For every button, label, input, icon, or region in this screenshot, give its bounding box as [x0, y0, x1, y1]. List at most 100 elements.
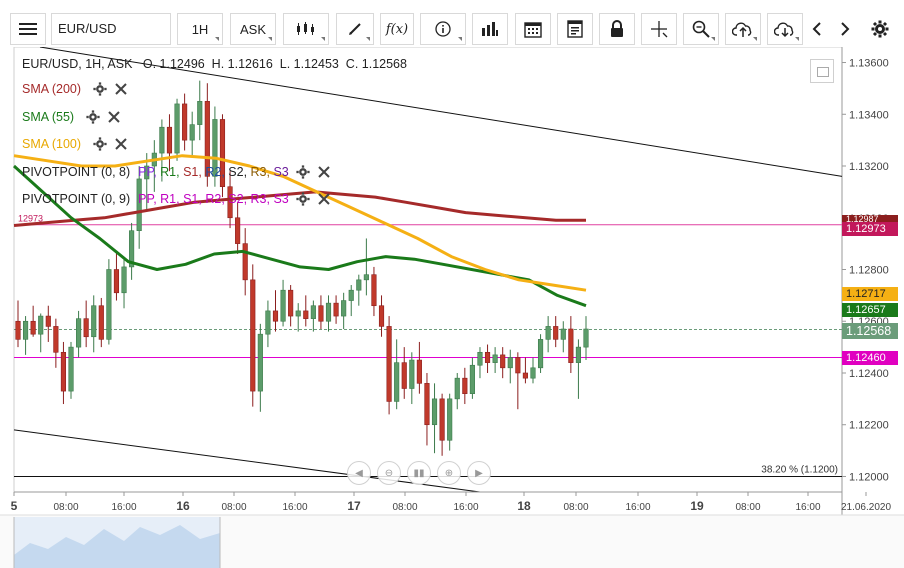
gear-icon[interactable] [296, 192, 310, 206]
pivot1-items: PP, R1, S1, R2, S2, R3, S3 [138, 165, 289, 179]
x-axis-tick-label: 16 [176, 499, 190, 513]
crosshair-icon [651, 21, 668, 38]
scroll-right-button[interactable]: ▶ [467, 461, 491, 485]
candle-body [129, 230, 135, 268]
candle [545, 316, 551, 353]
close-icon[interactable] [317, 192, 331, 206]
close-icon[interactable] [114, 82, 128, 96]
candle-body [416, 359, 422, 384]
timeframe-select[interactable]: 1H [177, 13, 223, 45]
close-icon[interactable] [114, 137, 128, 151]
x-axis-tick-label: 16:00 [111, 502, 136, 513]
reset-view-button[interactable]: ▮▮ [407, 461, 431, 485]
gear-icon[interactable] [93, 82, 107, 96]
candle-body [409, 359, 415, 389]
candle [68, 341, 74, 399]
x-axis-tick-label: 08:00 [221, 502, 246, 513]
candle [416, 341, 422, 394]
menu-button[interactable] [10, 13, 46, 45]
x-axis-tick-label: 21.06.2020 [841, 502, 891, 513]
candle-body [507, 357, 513, 369]
candle-body [272, 310, 279, 322]
candle-body [257, 333, 263, 392]
sma55-label: SMA (55) [22, 110, 75, 124]
candle-body [431, 398, 438, 426]
prev-button[interactable] [806, 13, 828, 45]
candle [98, 297, 104, 348]
calendar-button[interactable] [515, 13, 551, 45]
candle-body [235, 217, 241, 244]
zoom-in-button[interactable]: ⊕ [437, 461, 461, 485]
pivot-s2: S2, [228, 192, 248, 206]
close-icon[interactable] [107, 110, 121, 124]
gear-icon[interactable] [86, 110, 100, 124]
menu-icon [19, 23, 37, 35]
fib-level-label: 38.20 % (1.1200) [761, 464, 838, 475]
scroll-left-button[interactable]: ◀ [347, 461, 371, 485]
candle [212, 106, 218, 187]
candle-body [76, 318, 82, 348]
gear-icon[interactable] [93, 137, 107, 151]
x-axis-tick-label: 16:00 [453, 502, 478, 513]
info-button[interactable] [420, 13, 466, 45]
zoom-button[interactable] [683, 13, 719, 45]
download-button[interactable] [767, 13, 803, 45]
function-button[interactable]: f(x) [380, 13, 414, 45]
candle [197, 80, 203, 141]
draw-button[interactable] [336, 13, 374, 45]
x-axis-tick-label: 5 [11, 499, 18, 513]
sma-line-200 [13, 190, 586, 227]
pivot-pp: PP, [138, 165, 157, 179]
candle [136, 166, 142, 249]
chevron-right-icon: ▶ [475, 467, 483, 479]
pivot2-items: PP, R1, S1, R2, S2, R3, S3 [138, 192, 289, 206]
x-axis-tick-label: 08:00 [735, 502, 760, 513]
candle [386, 316, 392, 415]
volume-button[interactable] [472, 13, 508, 45]
candle-body [280, 289, 286, 322]
chart-type-button[interactable] [283, 13, 329, 45]
pink-price-tag: 1.12973 [842, 222, 898, 236]
candle-body [371, 274, 377, 307]
caret-icon [711, 37, 715, 41]
pivot2-label: PIVOTPOINT (0, 9) [22, 192, 131, 206]
candle-body [537, 339, 544, 369]
close-icon[interactable] [317, 165, 331, 179]
zoom-out-button[interactable]: ⊖ [377, 461, 401, 485]
crosshair-button[interactable] [641, 13, 677, 45]
candle [174, 98, 180, 161]
chart-area[interactable]: 1.136001.134001.132001.130001.128001.126… [0, 47, 904, 568]
y-axis-tick-label: 1.12000 [849, 471, 889, 483]
caret-icon [366, 37, 370, 41]
candle [454, 372, 460, 410]
upload-button[interactable] [725, 13, 761, 45]
candle [113, 251, 120, 301]
caret-icon [268, 37, 272, 41]
expand-icon[interactable] [810, 59, 834, 83]
candle-body [98, 305, 104, 340]
candle [38, 313, 44, 353]
candle-body [500, 354, 506, 369]
timeframe-label: 1H [191, 21, 209, 37]
next-button[interactable] [834, 13, 856, 45]
caret-icon [795, 37, 799, 41]
candle-body [583, 328, 589, 348]
lock-button[interactable] [599, 13, 635, 45]
price-chart[interactable]: 1.136001.134001.132001.130001.128001.126… [0, 47, 904, 568]
price-type-select[interactable]: ASK [230, 13, 276, 45]
settings-button[interactable] [866, 13, 894, 45]
trendline-upper [39, 47, 843, 177]
chevron-left-icon: ◀ [355, 467, 363, 479]
legend-sma100: SMA (100) [22, 137, 128, 151]
pivot-r3: R3, [250, 192, 270, 206]
candle-body [477, 351, 483, 366]
candle [121, 256, 127, 309]
symbol-input[interactable]: EUR/USD [51, 13, 171, 45]
gear-icon[interactable] [296, 165, 310, 179]
sma-line-100 [13, 154, 587, 292]
candle [257, 323, 263, 412]
candle [30, 305, 36, 337]
legend-sma55: SMA (55) [22, 110, 121, 124]
candle-body [242, 243, 248, 281]
sheet-button[interactable] [557, 13, 593, 45]
